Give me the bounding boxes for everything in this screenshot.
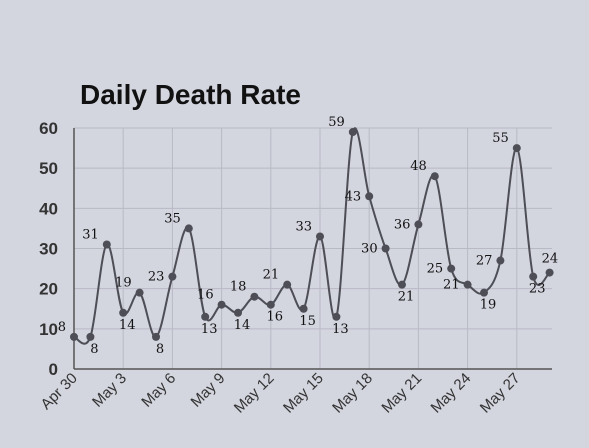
data-label: 23 — [148, 270, 165, 285]
data-point — [217, 300, 226, 309]
x-tick-label: May 18 — [329, 370, 376, 417]
data-label: 21 — [263, 268, 280, 283]
x-tick-label: May 21 — [378, 370, 425, 417]
data-label: 19 — [480, 298, 497, 313]
data-point — [299, 304, 308, 313]
data-point — [168, 272, 177, 281]
data-label: 13 — [332, 322, 349, 337]
data-point — [184, 224, 193, 233]
data-point — [430, 172, 439, 181]
data-label: 18 — [230, 280, 247, 295]
data-label: 21 — [443, 278, 460, 293]
x-tick-label: May 24 — [428, 370, 475, 417]
data-label: 16 — [267, 310, 284, 325]
data-point — [70, 332, 78, 341]
x-tick-label: May 15 — [280, 370, 327, 417]
x-tick-label: May 3 — [89, 370, 130, 411]
x-tick-label: May 27 — [477, 370, 524, 417]
data-label: 35 — [164, 211, 181, 226]
data-label: 23 — [529, 282, 546, 297]
data-point — [250, 292, 259, 301]
data-point — [201, 312, 210, 321]
y-tick-label: 60 — [39, 119, 58, 138]
data-point — [102, 240, 111, 249]
data-point — [283, 280, 292, 289]
data-label: 24 — [542, 252, 559, 267]
data-label: 21 — [398, 290, 415, 305]
data-point — [381, 244, 390, 253]
data-point — [266, 300, 275, 309]
data-label: 8 — [156, 342, 164, 357]
data-point — [152, 332, 160, 341]
data-label: 27 — [476, 254, 493, 269]
series-line-layer — [70, 127, 554, 345]
y-tick-label: 10 — [39, 320, 58, 339]
data-label: 36 — [394, 217, 411, 232]
grid — [73, 127, 552, 370]
data-point — [119, 308, 128, 317]
x-tick-label: May 6 — [138, 370, 179, 411]
data-label: 8 — [90, 342, 98, 357]
x-tick-label: May 9 — [188, 370, 229, 411]
data-point — [86, 332, 95, 341]
data-point — [480, 288, 488, 297]
data-label: 25 — [427, 262, 444, 277]
y-tick-label: 0 — [49, 360, 58, 379]
data-point — [316, 232, 324, 241]
data-label: 16 — [197, 288, 214, 303]
series-line — [73, 127, 551, 345]
data-point — [365, 192, 374, 201]
data-point — [496, 256, 505, 265]
data-point — [447, 264, 456, 273]
data-point — [234, 308, 242, 317]
data-label: 55 — [492, 131, 509, 146]
data-point — [463, 280, 472, 289]
y-tick-label: 20 — [39, 280, 58, 299]
x-tick-label: Apr 30 — [38, 370, 81, 413]
data-label: 33 — [295, 219, 312, 234]
data-label: 31 — [82, 227, 99, 242]
data-label: 14 — [119, 318, 136, 333]
data-label: 19 — [115, 276, 132, 291]
data-point — [529, 272, 538, 281]
data-label: 14 — [234, 318, 251, 333]
data-label: 8 — [58, 320, 66, 335]
y-tick-label: 30 — [39, 240, 58, 259]
data-labels: 8 8 31 14 19 8 23 35 13 16 14 18 16 21 15 33 13 59 43 30 21 3… — [58, 115, 558, 357]
data-point — [348, 128, 357, 137]
x-tick-label: May 12 — [231, 370, 278, 417]
data-point — [398, 280, 406, 289]
data-label: 30 — [361, 242, 378, 257]
data-label: 13 — [201, 322, 218, 337]
data-label: 15 — [299, 314, 316, 329]
y-tick-label: 40 — [39, 199, 58, 218]
data-label: 59 — [328, 115, 345, 130]
data-point — [332, 312, 341, 321]
data-label: 43 — [345, 189, 362, 204]
chart-title: Daily Death Rate — [80, 79, 301, 110]
data-label: 48 — [410, 159, 427, 174]
data-point — [512, 144, 521, 153]
data-point — [414, 220, 423, 229]
y-tick-label: 50 — [39, 159, 58, 178]
data-point — [135, 288, 144, 297]
data-point — [545, 268, 554, 277]
